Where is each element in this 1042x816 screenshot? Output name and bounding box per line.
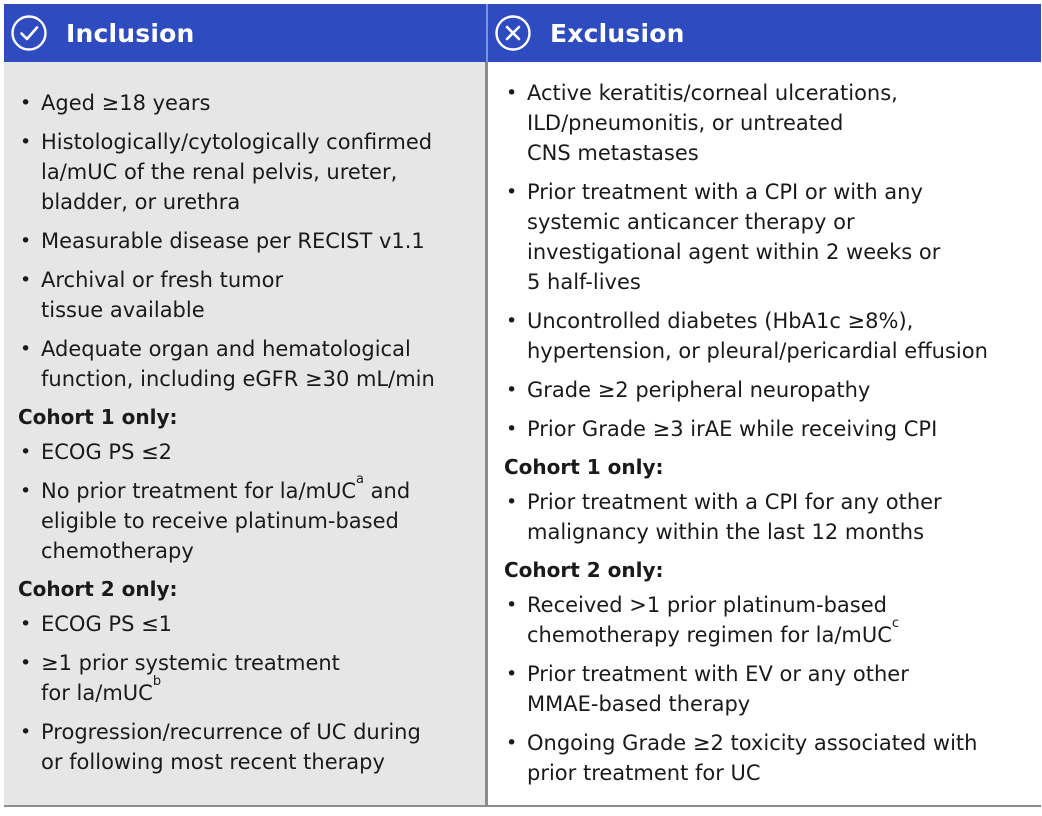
criterion-item: • Active keratitis/corneal ulcerations, I… xyxy=(504,78,1035,168)
bullet-icon: • xyxy=(20,652,32,674)
criterion-item: • ECOG PS ≤2 xyxy=(18,437,479,467)
bullet-icon: • xyxy=(20,131,32,153)
criterion-text: Prior treatment with a CPI for any other… xyxy=(527,490,942,544)
criterion-text: Histologically/cytologically confirmed l… xyxy=(41,130,433,214)
bullet-icon: • xyxy=(20,92,32,114)
bullet-icon: • xyxy=(506,181,518,203)
criterion-text: Archival or fresh tumor tissue available xyxy=(41,268,284,322)
exclusion-cohort2-heading: Cohort 2 only: xyxy=(504,558,664,582)
criterion-text: Prior treatment with a CPI or with any s… xyxy=(527,180,941,294)
bullet-icon: • xyxy=(506,82,518,104)
criterion-text: Grade ≥2 peripheral neuropathy xyxy=(527,378,871,402)
criterion-item: • Prior treatment with EV or any other MM… xyxy=(504,659,1035,719)
criterion-text: Ongoing Grade ≥2 toxicity associated wit… xyxy=(527,731,978,785)
bullet-icon: • xyxy=(506,310,518,332)
criterion-item: • Prior treatment with a CPI for any othe… xyxy=(504,487,1035,547)
criterion-item: • No prior treatment for la/mUCa and elig… xyxy=(18,473,479,566)
criterion-item: • Prior Grade ≥3 irAE while receiving CPI xyxy=(504,414,1035,444)
bullet-icon: • xyxy=(20,338,32,360)
criterion-text: ≥1 prior systemic treatment for la/mUC xyxy=(41,651,340,705)
footnote-marker: a xyxy=(356,472,364,487)
bullet-icon: • xyxy=(20,441,32,463)
criterion-text: No prior treatment for la/mUC xyxy=(41,479,357,503)
criterion-text: Aged ≥18 years xyxy=(41,91,211,115)
criterion-text: ECOG PS ≤2 xyxy=(41,440,173,464)
criterion-text: Progression/recurrence of UC during or f… xyxy=(41,720,421,774)
criterion-item: • Adequate organ and hematological functi… xyxy=(18,334,479,394)
inclusion-cohort2-heading: Cohort 2 only: xyxy=(18,577,178,601)
check-circle-icon xyxy=(10,14,48,52)
bullet-icon: • xyxy=(20,230,32,252)
criterion-item: • Prior treatment with a CPI or with any … xyxy=(504,177,1035,297)
criterion-text: ECOG PS ≤1 xyxy=(41,612,173,636)
bullet-icon: • xyxy=(20,613,32,635)
exclusion-cohort1-heading: Cohort 1 only: xyxy=(504,455,664,479)
exclusion-cohort2-list: • Received >1 prior platinum-based chemot… xyxy=(504,590,1035,788)
bullet-icon: • xyxy=(506,663,518,685)
header-divider xyxy=(486,4,488,62)
exclusion-cohort1-list: • Prior treatment with a CPI for any othe… xyxy=(504,487,1035,547)
footnote-marker: c xyxy=(891,616,900,631)
exclusion-general-list: • Active keratitis/corneal ulcerations, I… xyxy=(504,78,1035,444)
footnote-marker: b xyxy=(152,674,162,689)
table-bottom-border xyxy=(4,805,1041,807)
exclusion-title: Exclusion xyxy=(550,18,685,48)
criterion-item: • Histologically/cytologically confirmed … xyxy=(18,127,479,217)
criterion-item: • Uncontrolled diabetes (HbA1c ≥8%), hype… xyxy=(504,306,1035,366)
criterion-item: • Aged ≥18 years xyxy=(18,88,479,118)
bullet-icon: • xyxy=(20,269,32,291)
criterion-text: Prior Grade ≥3 irAE while receiving CPI xyxy=(527,417,938,441)
bullet-icon: • xyxy=(506,732,518,754)
exclusion-column: • Active keratitis/corneal ulcerations, I… xyxy=(488,62,1041,807)
bullet-icon: • xyxy=(506,594,518,616)
inclusion-cohort1-list: • ECOG PS ≤2 • No prior treatment for la/mU… xyxy=(18,437,479,566)
criterion-item: • Grade ≥2 peripheral neuropathy xyxy=(504,375,1035,405)
criterion-text-continued: and eligible to receive platinum-based c… xyxy=(41,479,411,563)
criterion-text: Received >1 prior platinum-based chemoth… xyxy=(527,593,892,647)
criterion-item: • Measurable disease per RECIST v1.1 xyxy=(18,226,479,256)
criterion-item: • Progression/recurrence of UC during or … xyxy=(18,717,479,777)
exclusion-header: Exclusion xyxy=(488,4,1041,62)
inclusion-title: Inclusion xyxy=(66,18,195,48)
inclusion-cohort2-list: • ECOG PS ≤1 • ≥1 prior systemic treatment … xyxy=(18,609,479,777)
criterion-item: • Received >1 prior platinum-based chemot… xyxy=(504,590,1035,650)
bullet-icon: • xyxy=(506,491,518,513)
criterion-text: Active keratitis/corneal ulcerations, IL… xyxy=(527,81,898,165)
inclusion-general-list: • Aged ≥18 years • Histologically/cytologic… xyxy=(18,88,479,394)
criterion-item: • ECOG PS ≤1 xyxy=(18,609,479,639)
criterion-text: Uncontrolled diabetes (HbA1c ≥8%), hyper… xyxy=(527,309,988,363)
criterion-item: • Archival or fresh tumor tissue availabl… xyxy=(18,265,479,325)
bullet-icon: • xyxy=(20,480,32,502)
criterion-text: Prior treatment with EV or any other MMA… xyxy=(527,662,909,716)
criterion-text: Measurable disease per RECIST v1.1 xyxy=(41,229,425,253)
criterion-item: • Ongoing Grade ≥2 toxicity associated wi… xyxy=(504,728,1035,788)
inclusion-column: • Aged ≥18 years • Histologically/cytologic… xyxy=(4,62,485,807)
inclusion-cohort1-heading: Cohort 1 only: xyxy=(18,405,178,429)
x-circle-icon xyxy=(494,14,532,52)
bullet-icon: • xyxy=(506,418,518,440)
column-divider xyxy=(485,62,488,807)
criterion-item: • ≥1 prior systemic treatment for la/mUCb xyxy=(18,648,479,708)
criterion-text: Adequate organ and hematological functio… xyxy=(41,337,435,391)
bullet-icon: • xyxy=(506,379,518,401)
bullet-icon: • xyxy=(20,721,32,743)
criteria-table: Inclusion Exclusion • Aged ≥18 years • Hist… xyxy=(4,4,1041,807)
inclusion-header: Inclusion xyxy=(4,4,486,62)
